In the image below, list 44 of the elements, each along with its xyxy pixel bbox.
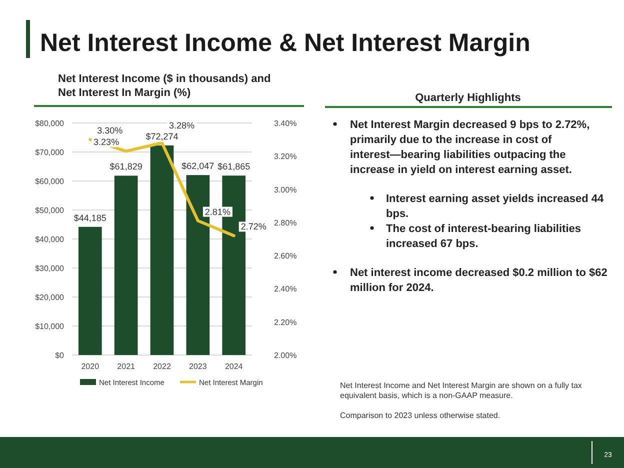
chart-title: Net Interest Income & Net Interest Margin — [40, 29, 530, 57]
x-tick-label: 2022 — [153, 362, 172, 371]
y2-tick-label: 3.40% — [274, 119, 297, 128]
data-label: 3.23% — [94, 137, 120, 148]
y2-tick-label: 3.00% — [274, 185, 297, 194]
y-tick-label: $80,000 — [35, 119, 65, 128]
text: The cost of interest-bearing liabilities increased 67 bps. — [386, 223, 581, 250]
text: Comparison to 2023 unless otherwise stated. — [340, 411, 500, 420]
x-tick-label: 2021 — [117, 362, 136, 371]
chart-subtitle: Net Interest Income ($ in thousands) and Net Interest In Margin (%) — [58, 73, 271, 99]
x-tick-label: 2023 — [189, 362, 208, 371]
y-tick-label: $50,000 — [35, 206, 65, 215]
x-tick-label: 2020 — [81, 362, 100, 371]
data-label: 2.81% — [204, 206, 230, 217]
y2-tick-label: 3.20% — [274, 152, 297, 162]
y-tick-label: $10,000 — [35, 322, 65, 331]
data-label: $61,829 — [110, 162, 142, 172]
bar — [114, 176, 138, 355]
data-label: 2.72% — [240, 222, 266, 232]
y-tick-label: $40,000 — [35, 235, 65, 244]
data-label: 3.28% — [169, 120, 195, 130]
bar — [150, 145, 174, 355]
text: Interest earning asset yields increased 44 bps. — [386, 193, 605, 220]
data-label: $72,274 — [146, 131, 178, 142]
text: Net Interest Income and Net Interest Margin are shown on a fully tax equivalent basis, which is a non-GAAP measure. — [340, 381, 582, 400]
y2-tick-label: 2.60% — [274, 252, 297, 261]
y2-tick-label: 2.80% — [274, 218, 297, 228]
y-tick-label: $70,000 — [35, 148, 65, 157]
text: Net interest income decreased $0.2 million to $62 million for 2024. — [350, 267, 608, 294]
y-tick-label: $20,000 — [35, 293, 65, 302]
y-tick-label: $30,000 — [35, 264, 65, 273]
y2-tick-label: 2.20% — [274, 318, 297, 327]
data-label: $44,185 — [74, 212, 106, 223]
y2-tick-label: 2.40% — [274, 284, 297, 294]
y2-tick-label: 2.00% — [274, 351, 297, 360]
data-label: 3.30% — [97, 126, 123, 136]
data-label: $61,865 — [218, 162, 250, 172]
text: Quarterly Highlights — [415, 92, 521, 104]
y-tick-label: $60,000 — [35, 177, 65, 186]
y-tick-label: $0 — [55, 351, 65, 360]
bar — [78, 226, 102, 355]
data-label: $62,047 — [182, 161, 214, 172]
x-tick-label: 2024 — [224, 362, 244, 371]
text: Net Interest Margin decreased 9 bps to 2.72%, primarily due to the increase in cost of interest—bearing liabilities outpacing the increase in yield on interest earning asset. — [350, 119, 590, 176]
